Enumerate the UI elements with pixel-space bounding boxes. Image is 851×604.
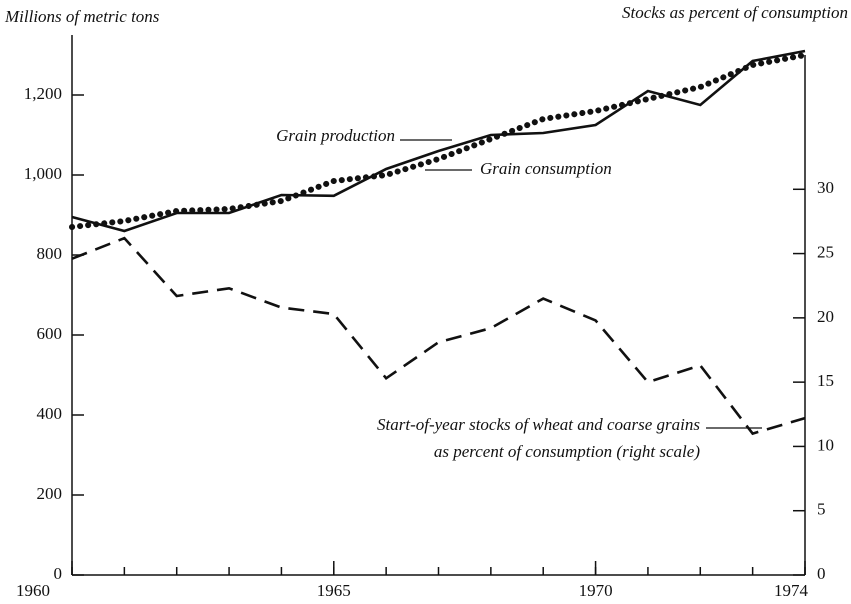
y2-tick-label: 5 [817,500,826,519]
y-tick-label: 1,000 [24,164,62,183]
y-tick-label: 400 [37,404,63,423]
y2-tick-label: 15 [817,371,834,390]
y2-tick-label: 20 [817,307,834,326]
y2-tick-label: 30 [817,178,834,197]
annotation: as percent of consumption (right scale) [434,442,700,461]
annotation: Start-of-year stocks of wheat and coarse… [377,415,700,434]
series-line [69,52,808,230]
y2-axis-label: Stocks as percent of consumption [622,3,848,22]
y2-tick-label: 25 [817,242,834,261]
annotation: Grain consumption [480,159,612,178]
y-tick-label: 1,200 [24,84,62,103]
x-tick-label: 1965 [317,581,351,600]
y-tick-label: 0 [54,564,63,583]
x-tick-label: 1960 [16,581,50,600]
series-line [71,49,806,233]
y2-tick-label: 0 [817,564,826,583]
y-axis-label: Millions of metric tons [4,7,160,26]
annotation: Grain production [276,126,395,145]
y-tick-label: 800 [37,244,63,263]
series-line [71,236,806,436]
y-tick-label: 600 [37,324,63,343]
x-tick-label: 1974 [774,581,809,600]
y-tick-label: 200 [37,484,63,503]
y2-tick-label: 10 [817,435,834,454]
x-tick-label: 1970 [579,581,613,600]
